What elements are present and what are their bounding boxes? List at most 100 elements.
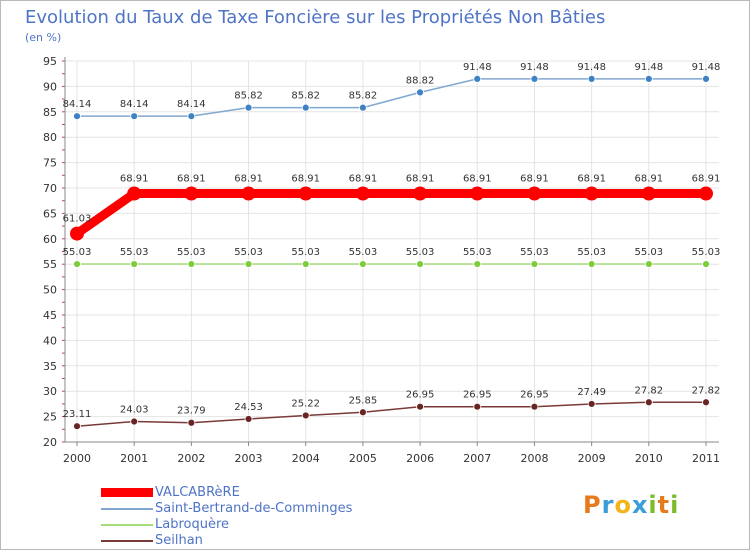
proxiti-logo: Proxiti [583,491,679,519]
legend-swatch-valcabrere [101,488,153,497]
data-point [587,400,596,408]
logo-letter: P [583,491,602,519]
data-point [416,88,424,97]
data-point [187,418,196,427]
legend-swatch-labroquere [101,524,153,526]
data-point [130,260,139,268]
data-label: 23.79 [177,406,206,417]
data-label: 55.03 [291,247,320,258]
data-label: 68.91 [291,174,320,185]
data-point [127,186,142,201]
data-label: 55.03 [634,247,663,258]
data-label: 55.03 [177,247,206,258]
data-label: 55.03 [234,247,263,258]
data-label: 25.22 [291,398,320,409]
logo-letter: o [614,491,632,519]
data-label: 68.91 [577,174,606,185]
data-label: 68.91 [120,174,149,185]
data-point [359,103,367,112]
chart-title: Evolution du Taux de Taxe Foncière sur l… [25,7,606,28]
data-point [187,260,196,268]
data-label: 26.95 [463,390,492,401]
x-tick-label: 2004 [292,452,320,465]
data-point [301,103,310,112]
plot-area [65,61,719,442]
data-point [587,260,596,268]
data-point [244,260,253,268]
x-tick-label: 2001 [120,452,148,465]
data-label: 84.14 [177,99,206,110]
y-tick-label: 50 [43,284,57,297]
logo-letter: i [670,491,680,519]
legend-label-labroquere: Labroquère [155,517,230,532]
data-point [359,408,367,417]
data-point [473,402,482,411]
data-point [130,417,139,426]
y-tick-label: 40 [43,334,57,347]
data-point [73,422,81,431]
data-label: 27.82 [692,385,721,396]
data-label: 55.03 [577,247,606,258]
data-point [244,103,253,112]
x-tick-label: 2003 [235,452,263,465]
data-label: 85.82 [234,91,263,102]
data-point [641,186,656,201]
data-point [530,402,539,411]
y-tick-label: 55 [43,258,57,271]
x-tick-label: 2002 [177,452,205,465]
x-tick-label: 2008 [520,452,548,465]
data-label: 68.91 [349,174,378,185]
data-point [584,186,599,201]
y-tick-label: 60 [43,233,57,246]
data-label: 68.91 [463,174,492,185]
legend-swatch-seilhan [101,540,153,542]
y-tick-label: 85 [43,106,57,119]
data-label: 55.03 [406,247,435,258]
data-point [702,398,710,407]
data-point [70,226,84,241]
data-label: 55.03 [349,247,378,258]
y-tick-label: 45 [43,309,57,322]
y-tick-label: 75 [43,157,57,170]
y-tick-label: 35 [43,360,57,373]
data-point [527,186,542,201]
y-tick-label: 80 [43,131,57,144]
y-tick-label: 70 [43,182,57,195]
data-label: 68.91 [634,174,663,185]
legend-label-saint-bertrand: Saint-Bertrand-de-Comminges [155,501,353,516]
logo-letter: r [601,491,615,519]
data-point [244,415,253,423]
data-label: 85.82 [349,91,378,102]
data-label: 55.03 [120,247,149,258]
y-tick-label: 90 [43,80,57,93]
data-point [73,112,81,121]
y-tick-label: 95 [43,55,57,68]
data-point [473,74,482,83]
x-tick-label: 2000 [63,452,91,465]
x-tick-label: 2011 [692,452,720,465]
data-point [73,260,81,268]
data-point [470,186,485,201]
data-label: 68.91 [692,174,721,185]
data-label: 26.95 [406,390,435,401]
x-tick-label: 2007 [463,452,491,465]
series-line-3 [76,401,707,427]
data-label: 84.14 [63,99,92,110]
data-label: 55.03 [463,247,492,258]
logo-letter: x [631,491,649,519]
data-label: 24.03 [120,405,149,416]
data-label: 55.03 [520,247,549,258]
y-tick-label: 20 [43,436,57,449]
data-point [416,402,424,411]
data-label: 84.14 [120,99,149,110]
x-tick-label: 2010 [635,452,663,465]
data-point [298,186,313,201]
data-label: 55.03 [692,247,721,258]
data-point [301,411,310,420]
data-point [301,260,310,268]
data-point [413,186,428,201]
data-label: 61.03 [63,214,92,225]
data-label: 27.82 [634,385,663,396]
y-tick-label: 25 [43,411,57,424]
